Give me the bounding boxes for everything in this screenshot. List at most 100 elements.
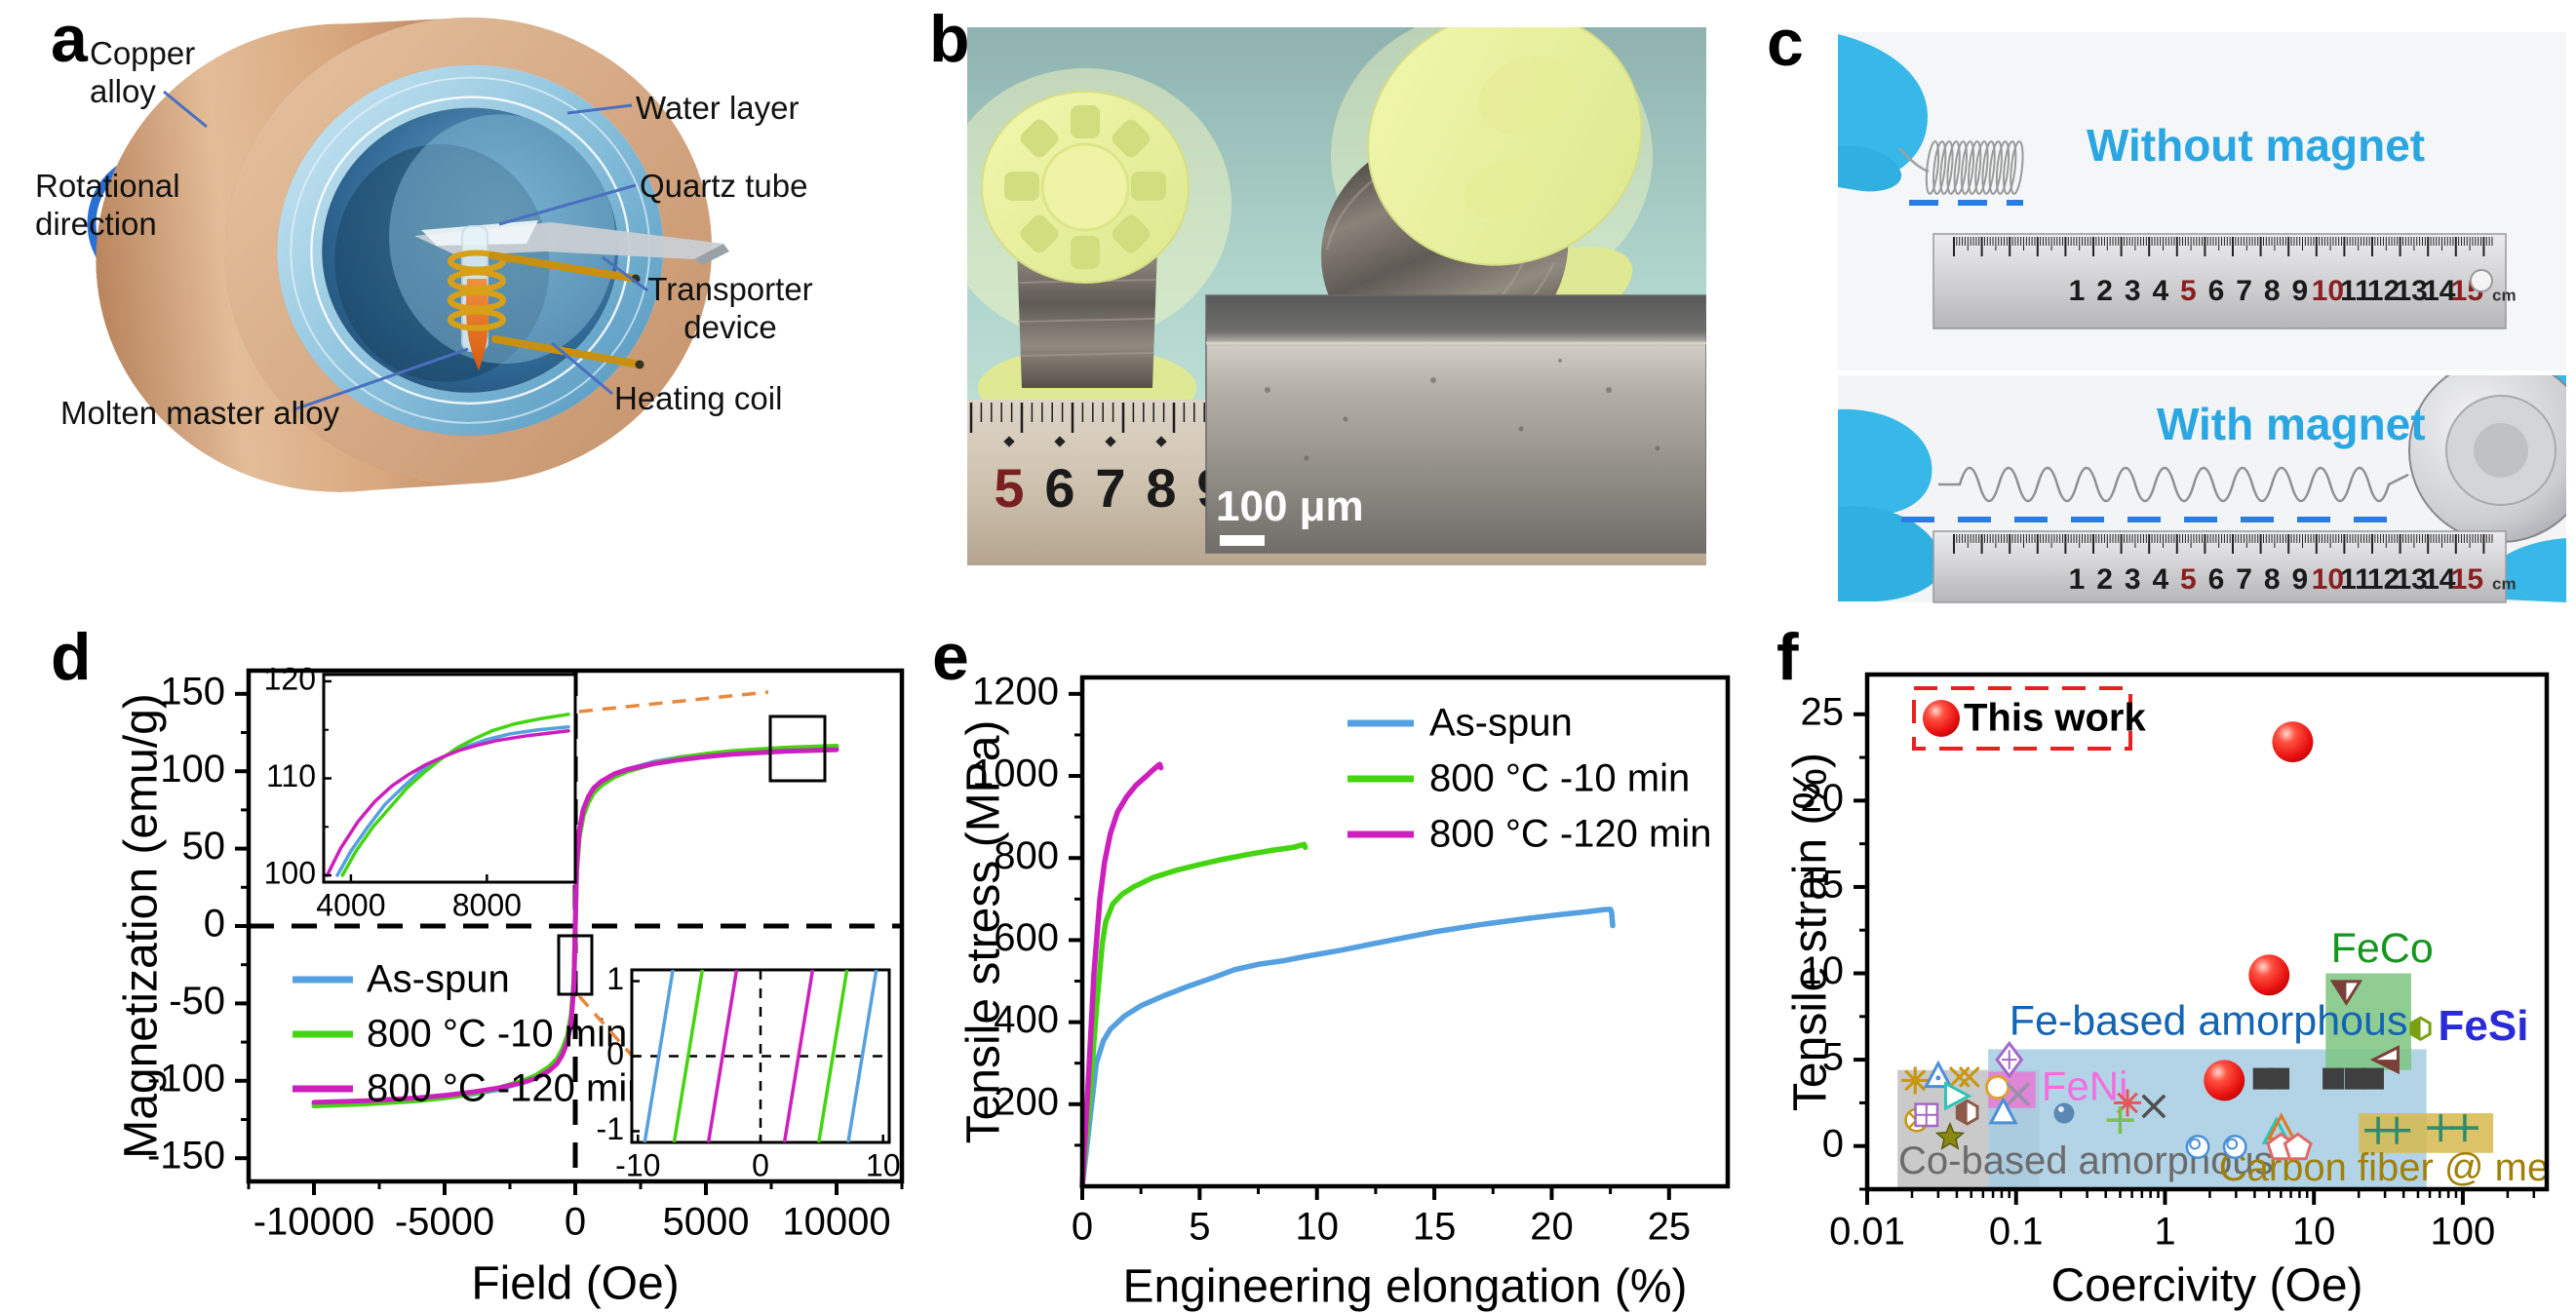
- caption-with-magnet: With magnet: [2157, 399, 2426, 449]
- copper-wheel: [96, 17, 713, 492]
- leader-lines: [163, 90, 648, 411]
- caption-without-magnet: Without magnet: [2087, 120, 2426, 171]
- svg-text:400: 400: [994, 998, 1059, 1041]
- svg-text:3: 3: [2125, 275, 2141, 307]
- marker-xx: [1948, 1065, 1980, 1088]
- marker-sphere-blue: [2053, 1102, 2075, 1124]
- marker-triangle-right: [1943, 1081, 1972, 1111]
- svg-text:Co-based amorphous: Co-based amorphous: [1898, 1139, 2274, 1182]
- svg-text:7: 7: [2236, 563, 2252, 596]
- label-rotational-direction: Rotational direction: [35, 168, 180, 242]
- svg-text:10: 10: [2312, 275, 2344, 307]
- label-heating-coil: Heating coil: [614, 380, 783, 416]
- svg-text:2: 2: [2096, 275, 2113, 307]
- glove-top-left: [1838, 34, 1928, 183]
- marker-diamond-plus: [1995, 1040, 2024, 1079]
- svg-text:3: 3: [2125, 563, 2141, 596]
- svg-text:800 °C -10 min: 800 °C -10 min: [1429, 757, 1690, 800]
- svg-text:4: 4: [2152, 275, 2168, 307]
- label-quartz-tube: Quartz tube: [640, 168, 808, 204]
- svg-text:110: 110: [266, 758, 316, 793]
- svg-text:0: 0: [204, 903, 225, 946]
- svg-text:6: 6: [1044, 457, 1074, 519]
- svg-text:0: 0: [752, 1147, 769, 1182]
- svg-text:150: 150: [160, 670, 225, 713]
- svg-text:600: 600: [994, 916, 1059, 959]
- marker-triangle-down: [2329, 980, 2363, 1007]
- svg-text:FeNi: FeNi: [2042, 1062, 2128, 1108]
- svg-text:15: 15: [1413, 1206, 1457, 1249]
- sem-inset: [1205, 294, 1706, 554]
- svg-text:-100: -100: [147, 1057, 225, 1100]
- svg-text:cm: cm: [2492, 574, 2517, 593]
- svg-text:10: 10: [2292, 1211, 2336, 1254]
- this-work-point: [2248, 954, 2290, 996]
- label-molten-master-alloy: Molten master alloy: [60, 395, 340, 431]
- svg-text:-1: -1: [597, 1111, 624, 1146]
- svg-text:25: 25: [1801, 690, 1845, 733]
- glove-bottom-left-2: [1838, 506, 1943, 601]
- svg-text:15: 15: [1801, 863, 1845, 906]
- svg-text:200: 200: [994, 1080, 1059, 1123]
- panel-letter-e: e: [932, 620, 969, 694]
- svg-text:Tensile stress (MPa): Tensile stress (MPa): [958, 720, 1010, 1144]
- svg-text:1: 1: [2154, 1211, 2175, 1254]
- marker-circle: [1984, 1074, 2010, 1101]
- svg-text:1: 1: [2069, 563, 2086, 596]
- svg-text:12: 12: [2367, 563, 2400, 596]
- svg-text:13: 13: [2396, 275, 2428, 307]
- svg-text:0: 0: [1822, 1122, 1844, 1165]
- marker-plus: [2450, 1114, 2478, 1142]
- marker-triangle-left: [2369, 1045, 2400, 1075]
- svg-text:11: 11: [2340, 275, 2371, 307]
- marker-triangle: [1923, 1060, 1953, 1089]
- svg-text:1: 1: [2069, 275, 2086, 307]
- svg-text:15: 15: [2451, 563, 2483, 596]
- marker-plus: [2106, 1106, 2134, 1135]
- svg-text:FeCo: FeCo: [2331, 925, 2434, 972]
- svg-text:5: 5: [2180, 563, 2197, 596]
- svg-text:1: 1: [606, 961, 624, 996]
- svg-text:1000: 1000: [972, 753, 1059, 795]
- svg-text:-10: -10: [615, 1147, 660, 1182]
- svg-text:-150: -150: [147, 1135, 225, 1178]
- svg-text:0.01: 0.01: [1829, 1211, 1905, 1254]
- marker-sphere-white: [2222, 1135, 2247, 1160]
- marker-x: [2141, 1094, 2166, 1119]
- label-transporter-device: Transporter device: [647, 271, 813, 345]
- molten-alloy-shape: [465, 279, 489, 370]
- svg-text:5: 5: [2180, 275, 2197, 307]
- svg-text:10: 10: [2312, 563, 2344, 596]
- svg-text:1200: 1200: [972, 670, 1059, 713]
- svg-text:Fe-based amorphous: Fe-based amorphous: [2010, 997, 2408, 1044]
- svg-text:100: 100: [264, 855, 316, 890]
- svg-text:100: 100: [160, 748, 225, 791]
- svg-text:-10000: -10000: [254, 1201, 375, 1244]
- marker-sphere-white: [2185, 1135, 2210, 1160]
- svg-text:10: 10: [1801, 949, 1845, 992]
- svg-text:14: 14: [2423, 563, 2456, 596]
- panel-letter-d: d: [51, 620, 92, 694]
- svg-text:10000: 10000: [782, 1201, 890, 1244]
- svg-text:Coercivity (Oe): Coercivity (Oe): [2050, 1260, 2362, 1312]
- marker-triangle: [1988, 1096, 2018, 1125]
- svg-text:5: 5: [994, 457, 1024, 519]
- svg-text:-5000: -5000: [395, 1201, 494, 1244]
- coil-leads: [488, 251, 644, 368]
- svg-text:As-spun: As-spun: [367, 958, 510, 1001]
- marker-x: [2006, 1082, 2031, 1106]
- heating-coil-shape: [448, 250, 506, 331]
- panel-letter-b: b: [929, 2, 970, 76]
- svg-text:6: 6: [2208, 563, 2225, 596]
- svg-text:4000: 4000: [316, 887, 385, 922]
- melt-spinner-diagram: [87, 17, 729, 492]
- svg-text:800 °C -10 min: 800 °C -10 min: [367, 1013, 627, 1056]
- svg-text:Magnetization (emu/g): Magnetization (emu/g): [116, 693, 168, 1159]
- marker-plus: [2427, 1114, 2455, 1142]
- svg-text:Tensile strain (%): Tensile strain (%): [1785, 753, 1837, 1111]
